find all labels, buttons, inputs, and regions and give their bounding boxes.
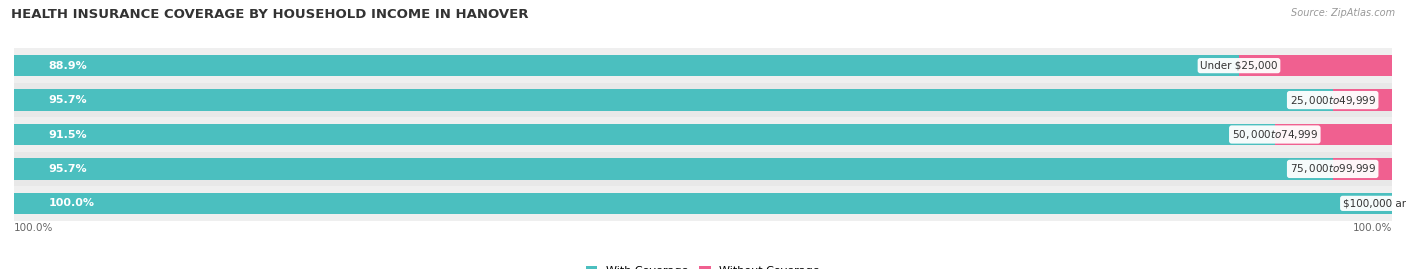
Text: 88.9%: 88.9%	[48, 61, 87, 71]
Legend: With Coverage, Without Coverage: With Coverage, Without Coverage	[582, 261, 824, 269]
Text: Source: ZipAtlas.com: Source: ZipAtlas.com	[1291, 8, 1395, 18]
Text: 100.0%: 100.0%	[1353, 223, 1392, 233]
Text: $50,000 to $74,999: $50,000 to $74,999	[1232, 128, 1317, 141]
Text: 91.5%: 91.5%	[48, 129, 87, 140]
Bar	[1333, 158, 1392, 180]
Bar	[1275, 124, 1392, 145]
Bar	[14, 89, 1333, 111]
Bar	[1239, 55, 1392, 76]
Bar	[14, 55, 1239, 76]
Text: $25,000 to $49,999: $25,000 to $49,999	[1289, 94, 1376, 107]
Text: $100,000 and over: $100,000 and over	[1343, 198, 1406, 208]
Text: 95.7%: 95.7%	[48, 164, 87, 174]
Text: 95.7%: 95.7%	[48, 95, 87, 105]
Bar	[14, 83, 1392, 117]
Bar	[14, 158, 1333, 180]
Bar	[14, 48, 1392, 83]
Text: 100.0%: 100.0%	[14, 223, 53, 233]
Bar	[14, 186, 1392, 221]
Text: $75,000 to $99,999: $75,000 to $99,999	[1289, 162, 1376, 175]
Text: HEALTH INSURANCE COVERAGE BY HOUSEHOLD INCOME IN HANOVER: HEALTH INSURANCE COVERAGE BY HOUSEHOLD I…	[11, 8, 529, 21]
Text: 100.0%: 100.0%	[48, 198, 94, 208]
Bar	[14, 117, 1392, 152]
Text: Under $25,000: Under $25,000	[1201, 61, 1278, 71]
Bar	[1333, 89, 1392, 111]
Bar	[14, 193, 1392, 214]
Bar	[14, 124, 1275, 145]
Bar	[14, 152, 1392, 186]
